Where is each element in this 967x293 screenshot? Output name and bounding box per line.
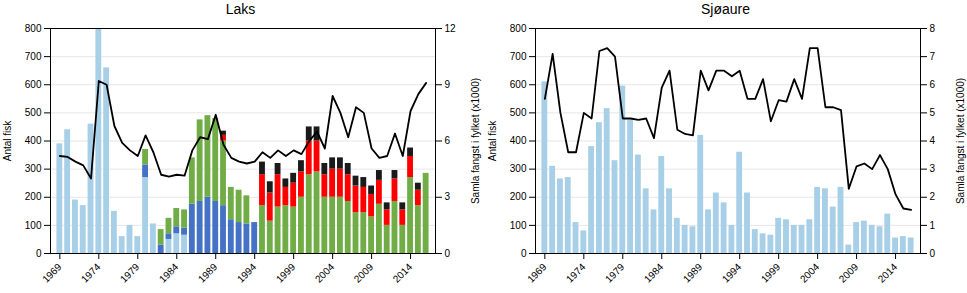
svg-text:5: 5	[930, 107, 936, 118]
svg-text:Antal fisk: Antal fisk	[2, 120, 13, 162]
svg-text:500: 500	[25, 107, 42, 118]
svg-text:700: 700	[510, 51, 527, 62]
svg-text:2014: 2014	[391, 261, 415, 285]
svg-text:1974: 1974	[564, 261, 588, 285]
svg-text:9: 9	[445, 79, 451, 90]
svg-text:1994: 1994	[720, 261, 744, 285]
svg-text:600: 600	[25, 79, 42, 90]
svg-text:1969: 1969	[525, 261, 549, 285]
svg-text:Antal fisk: Antal fisk	[487, 120, 498, 162]
svg-text:Samla fangst i fylket (x1000): Samla fangst i fylket (x1000)	[955, 78, 966, 204]
svg-text:7: 7	[930, 51, 936, 62]
svg-text:2014: 2014	[876, 261, 900, 285]
svg-text:200: 200	[510, 191, 527, 202]
svg-text:3: 3	[930, 163, 936, 174]
html-text:Laks: Laks	[225, 1, 256, 17]
svg-text:3: 3	[445, 191, 451, 202]
svg-text:4: 4	[930, 135, 936, 146]
svg-text:6: 6	[930, 79, 936, 90]
svg-text:800: 800	[510, 23, 527, 34]
svg-text:1999: 1999	[759, 261, 783, 285]
svg-text:400: 400	[25, 135, 42, 146]
svg-text:0: 0	[521, 248, 527, 259]
svg-text:500: 500	[510, 107, 527, 118]
svg-text:1974: 1974	[79, 261, 103, 285]
html-text:Sjøaure: Sjøaure	[701, 1, 750, 17]
svg-text:1989: 1989	[196, 261, 220, 285]
svg-text:100: 100	[510, 220, 527, 231]
svg-text:2009: 2009	[352, 261, 376, 285]
svg-text:300: 300	[25, 163, 42, 174]
svg-text:1: 1	[930, 220, 936, 231]
svg-text:0: 0	[445, 248, 451, 259]
svg-text:600: 600	[510, 79, 527, 90]
svg-text:1979: 1979	[603, 261, 627, 285]
svg-text:12: 12	[445, 23, 457, 34]
svg-text:1999: 1999	[274, 261, 298, 285]
svg-text:1984: 1984	[157, 261, 181, 285]
svg-text:2004: 2004	[313, 261, 337, 285]
svg-text:1969: 1969	[40, 261, 64, 285]
svg-text:0: 0	[36, 248, 42, 259]
svg-text:2004: 2004	[798, 261, 822, 285]
svg-text:Samla fangst i fylket (x1000): Samla fangst i fylket (x1000)	[470, 78, 481, 204]
svg-text:800: 800	[25, 23, 42, 34]
svg-text:200: 200	[25, 191, 42, 202]
svg-text:700: 700	[25, 51, 42, 62]
svg-text:1979: 1979	[118, 261, 142, 285]
svg-text:8: 8	[930, 23, 936, 34]
svg-text:1994: 1994	[235, 261, 259, 285]
svg-text:1989: 1989	[681, 261, 705, 285]
svg-text:1984: 1984	[642, 261, 666, 285]
svg-text:2: 2	[930, 191, 936, 202]
svg-text:300: 300	[510, 163, 527, 174]
svg-text:0: 0	[930, 248, 936, 259]
svg-text:100: 100	[25, 220, 42, 231]
svg-text:400: 400	[510, 135, 527, 146]
svg-text:2009: 2009	[837, 261, 861, 285]
svg-text:6: 6	[445, 135, 451, 146]
